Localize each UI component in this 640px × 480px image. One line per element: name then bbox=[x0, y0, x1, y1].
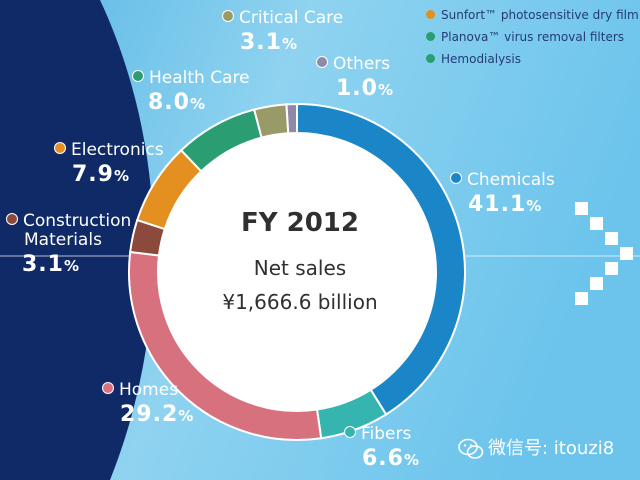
label-critical-care: Critical Care 3.1% bbox=[222, 9, 343, 54]
bullet-icon bbox=[54, 142, 66, 154]
chart-subtitle: Net sales bbox=[253, 256, 347, 280]
slice-critical-care bbox=[252, 103, 290, 139]
legend-dot-icon bbox=[426, 54, 435, 63]
label-fibers: Fibers 6.6% bbox=[344, 425, 420, 470]
label-health-care: Health Care 8.0% bbox=[132, 69, 250, 114]
arrow-squares bbox=[575, 202, 633, 305]
bullet-icon bbox=[316, 56, 328, 68]
donut-center bbox=[158, 133, 436, 411]
legend-item: Hemodialysis bbox=[426, 52, 640, 74]
legend-dot-icon bbox=[426, 32, 435, 41]
bullet-icon bbox=[450, 172, 462, 184]
bullet-icon bbox=[6, 213, 18, 225]
wechat-icon bbox=[458, 438, 484, 459]
slice-others bbox=[285, 102, 298, 135]
bullet-icon bbox=[132, 70, 144, 82]
bullet-icon bbox=[102, 382, 114, 394]
bullet-icon bbox=[344, 426, 356, 438]
legend: Sunfort™ photosensitive dry film Planova… bbox=[426, 8, 640, 74]
label-homes: Homes 29.2% bbox=[102, 381, 194, 426]
legend-item: Sunfort™ photosensitive dry film bbox=[426, 8, 640, 30]
label-construction-materials: Construction Materials 3.1% bbox=[6, 212, 131, 276]
bullet-icon bbox=[222, 10, 234, 22]
label-others: Others 1.0% bbox=[316, 55, 394, 100]
label-chemicals: Chemicals 41.1% bbox=[450, 171, 555, 216]
legend-item: Planova™ virus removal filters bbox=[426, 30, 640, 52]
chart-title: FY 2012 bbox=[240, 208, 359, 238]
watermark: 微信号: itouzi8 bbox=[458, 434, 614, 460]
chart-total: ¥1,666.6 billion bbox=[222, 290, 378, 314]
legend-dot-icon bbox=[426, 10, 435, 19]
label-electronics: Electronics 7.9% bbox=[54, 141, 164, 186]
